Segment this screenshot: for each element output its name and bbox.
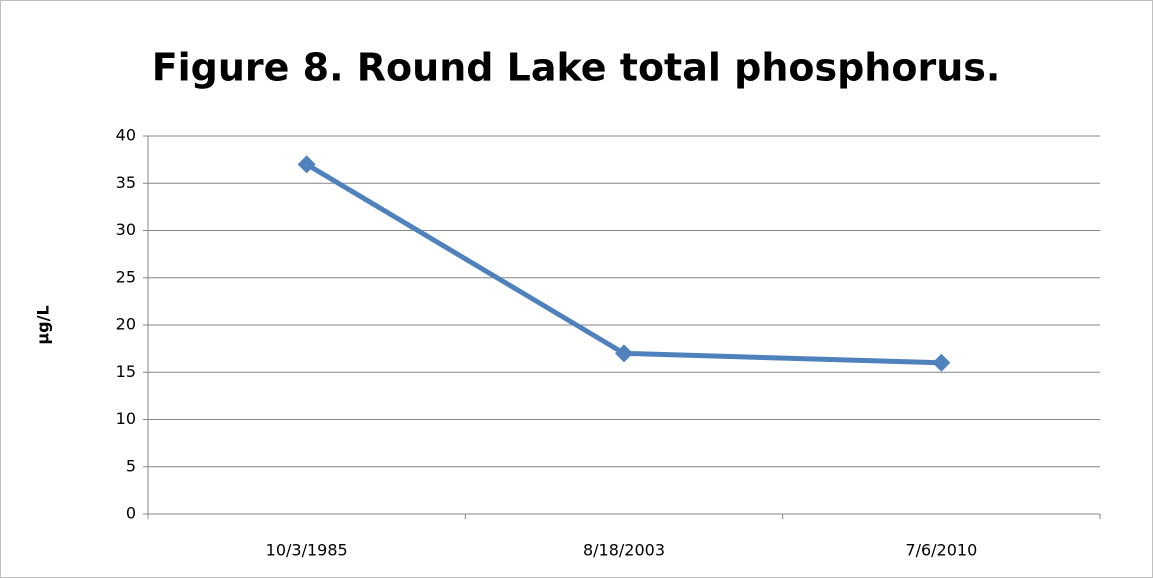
x-tick-label: 7/6/2010 [905,541,977,560]
chart-title: Figure 8. Round Lake total phosphorus. [152,46,1001,90]
y-axis-label: µg/L [34,305,53,344]
data-marker [297,155,316,174]
y-tick-label: 15 [116,362,136,381]
y-tick-label: 35 [116,173,136,192]
y-tick-label: 10 [116,409,136,428]
y-tick-label: 25 [116,267,136,286]
y-tick-label: 30 [116,220,136,239]
y-tick-label: 20 [116,315,136,334]
y-tick-label: 40 [116,126,136,145]
x-tick-label: 10/3/1985 [266,541,348,560]
y-tick-label: 0 [126,504,136,523]
y-tick-label: 5 [126,456,136,475]
data-marker [932,353,951,372]
x-tick-label: 8/18/2003 [583,541,665,560]
data-marker [615,344,633,363]
